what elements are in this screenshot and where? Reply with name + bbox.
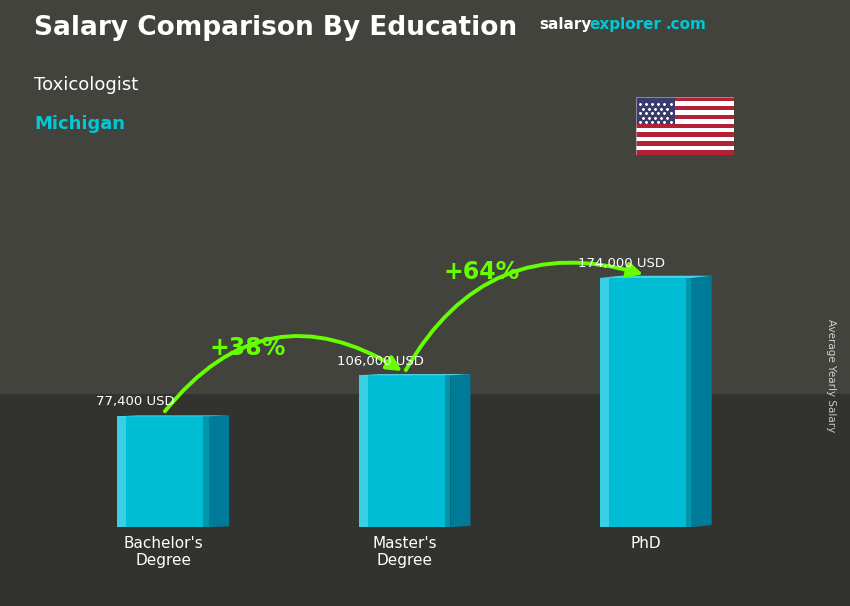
Text: explorer: explorer	[589, 17, 661, 32]
Text: salary: salary	[540, 17, 592, 32]
Bar	[0, 0, 850, 394]
Bar	[359, 375, 450, 527]
Text: +38%: +38%	[209, 336, 286, 359]
Bar	[0, 394, 850, 606]
Bar	[636, 97, 675, 124]
Bar	[203, 416, 209, 527]
Text: 106,000 USD: 106,000 USD	[337, 355, 424, 367]
Polygon shape	[117, 415, 230, 416]
Bar	[636, 128, 734, 132]
Bar	[636, 141, 734, 145]
Bar	[636, 124, 734, 128]
Polygon shape	[600, 276, 711, 278]
Bar	[636, 115, 734, 119]
Bar	[600, 278, 609, 527]
Text: 174,000 USD: 174,000 USD	[578, 257, 666, 270]
Text: 77,400 USD: 77,400 USD	[95, 396, 174, 408]
Bar	[117, 416, 209, 527]
Bar	[636, 145, 734, 150]
Text: Average Yearly Salary: Average Yearly Salary	[826, 319, 836, 432]
Bar	[636, 137, 734, 141]
Bar	[117, 416, 127, 527]
Bar	[636, 97, 734, 101]
Polygon shape	[359, 374, 470, 375]
Polygon shape	[692, 276, 711, 527]
Text: .com: .com	[666, 17, 706, 32]
Polygon shape	[209, 415, 230, 527]
Bar	[636, 132, 734, 137]
Text: Salary Comparison By Education: Salary Comparison By Education	[34, 15, 517, 41]
Bar	[445, 375, 450, 527]
Bar	[600, 278, 692, 527]
Bar	[636, 119, 734, 124]
Text: Michigan: Michigan	[34, 115, 125, 133]
Bar	[636, 110, 734, 115]
Polygon shape	[450, 374, 470, 527]
Text: Toxicologist: Toxicologist	[34, 76, 139, 94]
Bar	[636, 150, 734, 155]
Bar	[636, 106, 734, 110]
Bar	[686, 278, 692, 527]
Text: +64%: +64%	[444, 260, 519, 284]
Bar	[359, 375, 368, 527]
Bar	[636, 101, 734, 106]
